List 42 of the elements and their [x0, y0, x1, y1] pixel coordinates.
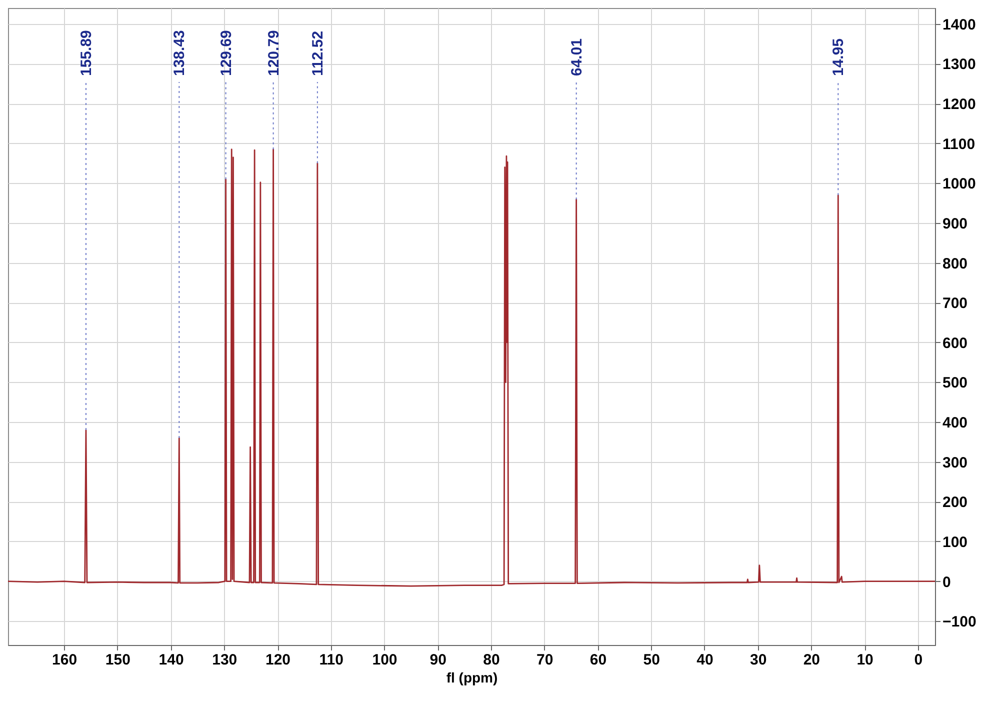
- x-tick-label: 130: [212, 652, 238, 668]
- y-tick-label: 300: [942, 454, 968, 472]
- x-tick-label: 30: [750, 652, 767, 668]
- x-tick-label: 110: [319, 652, 344, 668]
- y-tick-label: 1200: [942, 96, 976, 114]
- y-tick-label: 1000: [942, 176, 976, 193]
- y-tick-label: 400: [942, 414, 968, 432]
- annotation: 120.79: [265, 30, 282, 76]
- line-series: [8, 148, 935, 587]
- x-tick-label: 90: [430, 652, 446, 668]
- x-tick-label: 140: [158, 652, 184, 668]
- x-tick-label: 100: [372, 652, 398, 668]
- y-tick-label: 800: [942, 255, 968, 272]
- y-tick-label: 1300: [942, 56, 976, 74]
- x-tick-label: 80: [483, 652, 500, 668]
- x-tick-label: 70: [536, 652, 554, 668]
- y-tick-label: 600: [942, 334, 968, 352]
- y-tick-label: −100: [942, 614, 976, 631]
- x-tick-label: 20: [803, 652, 820, 668]
- y-tick-label: 200: [942, 494, 968, 512]
- x-tick-label: 50: [643, 652, 660, 668]
- y-tick-label: 100: [942, 534, 968, 551]
- x-tick-label: 40: [696, 652, 714, 668]
- y-tick-label: 1100: [942, 136, 976, 153]
- y-tick-label: 0: [942, 574, 951, 591]
- x-tick-label: 150: [105, 652, 130, 668]
- y-tick-label: 1400: [942, 16, 976, 34]
- x-tick-label: 0: [914, 652, 923, 668]
- x-tick-label: 10: [856, 652, 874, 668]
- annotation: 138.43: [171, 30, 188, 76]
- x-tick-label: 60: [590, 652, 607, 668]
- y-tick-label: 500: [942, 374, 968, 392]
- annotation: 129.69: [218, 30, 235, 76]
- x-tick-label: 160: [52, 652, 78, 668]
- y-tick-label: 700: [942, 295, 968, 312]
- y-tick-label: 900: [942, 215, 968, 232]
- annotation: 64.01: [568, 38, 586, 76]
- x-tick-label: 120: [265, 652, 291, 668]
- annotation: 14.95: [830, 38, 848, 76]
- annotation: 155.89: [78, 30, 95, 76]
- annotation: 112.52: [309, 30, 326, 76]
- x-axis-title: fl (ppm): [446, 670, 498, 686]
